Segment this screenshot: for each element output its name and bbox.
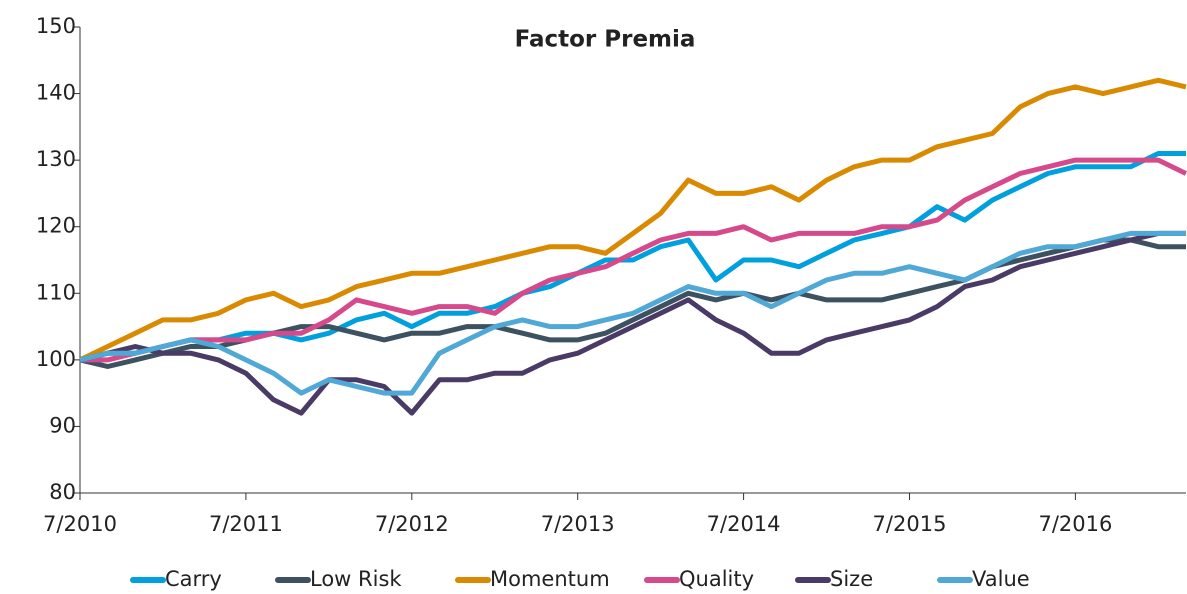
legend-label: Carry — [165, 567, 222, 591]
y-tick-label: 140 — [36, 81, 76, 105]
legend-label: Value — [972, 567, 1030, 591]
x-tick-label: 7/2012 — [375, 512, 449, 536]
legend-label: Momentum — [490, 567, 610, 591]
x-tick-label: 7/2011 — [209, 512, 283, 536]
series-line — [79, 230, 1186, 416]
x-tick-label: 7/2010 — [43, 512, 117, 536]
y-tick-label: 150 — [36, 14, 76, 38]
x-tick-label: 7/2016 — [1038, 512, 1112, 536]
y-tick-label: 80 — [49, 480, 76, 504]
y-tick-label: 90 — [49, 413, 76, 437]
legend-label: Low Risk — [310, 567, 402, 591]
chart-title: Factor Premia — [515, 27, 696, 53]
x-tick-label: 7/2015 — [873, 512, 947, 536]
series-line — [80, 157, 1187, 363]
legend-label: Quality — [679, 567, 754, 591]
series-line — [79, 230, 1186, 396]
y-tick-label: 110 — [36, 280, 76, 304]
y-tick-label: 100 — [36, 347, 76, 371]
legend-label: Size — [830, 567, 873, 591]
x-tick-label: 7/2013 — [541, 512, 615, 536]
y-tick-label: 120 — [36, 214, 76, 238]
series-line — [78, 77, 1187, 363]
y-tick-label: 130 — [36, 147, 76, 171]
x-tick-label: 7/2014 — [707, 512, 781, 536]
